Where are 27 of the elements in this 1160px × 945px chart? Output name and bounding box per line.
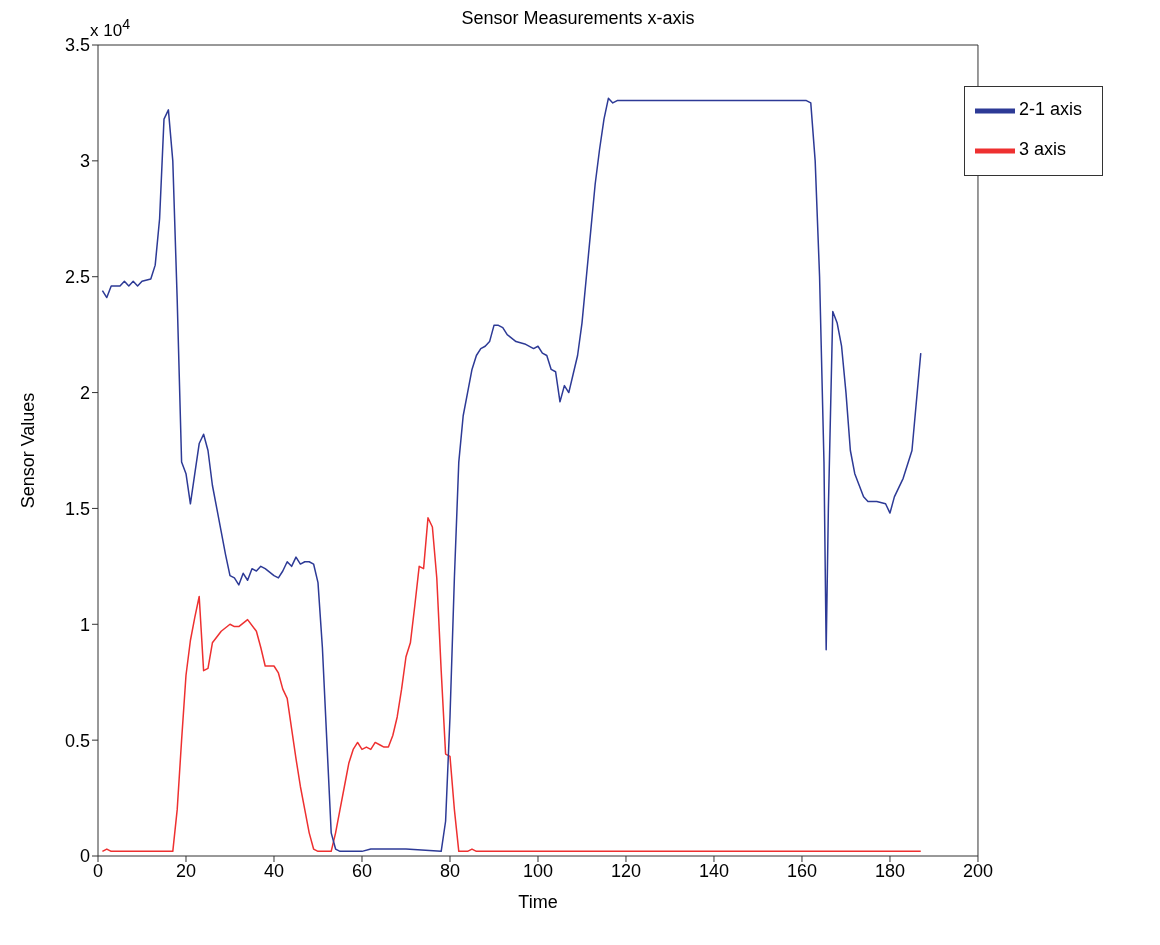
x-tick-label: 80 bbox=[439, 860, 460, 881]
x-tick-label: 60 bbox=[351, 860, 373, 881]
x-tick-label: 160 bbox=[786, 860, 817, 881]
y-tick-label: 1 bbox=[79, 614, 90, 635]
x-tick-label: 40 bbox=[263, 860, 285, 881]
x-tick-label: 0 bbox=[92, 860, 104, 881]
x-tick-label: 20 bbox=[175, 860, 197, 881]
chart-title: Sensor Measurements x-axis bbox=[461, 8, 695, 28]
y-tick-label: 3 bbox=[79, 151, 90, 172]
text: x 10$^{4}$ bbox=[90, 16, 131, 41]
x-tick-label: 120 bbox=[610, 860, 641, 881]
y-axis-title: Sensor Values bbox=[18, 392, 39, 509]
y-tick-label: 2.5 bbox=[64, 267, 90, 288]
y-tick-label: 0 bbox=[79, 846, 90, 867]
x-axis-title: Time bbox=[518, 892, 558, 912]
y-tick-label: 0.5 bbox=[64, 730, 90, 751]
line-series bbox=[101, 516, 922, 853]
y-tick-label: 3.5 bbox=[64, 35, 90, 56]
y-tick-label: 1.5 bbox=[64, 498, 90, 519]
legend-label: 2-1 axis bbox=[1018, 99, 1082, 120]
x-tick-label: 140 bbox=[698, 860, 729, 881]
x-tick-label: 200 bbox=[962, 860, 993, 881]
x-tick-label: 180 bbox=[874, 860, 905, 881]
x-tick-label: 100 bbox=[522, 860, 554, 881]
line-series bbox=[101, 97, 922, 853]
legend-label: 3 axis bbox=[1018, 139, 1066, 160]
y-tick-label: 2 bbox=[79, 382, 90, 403]
